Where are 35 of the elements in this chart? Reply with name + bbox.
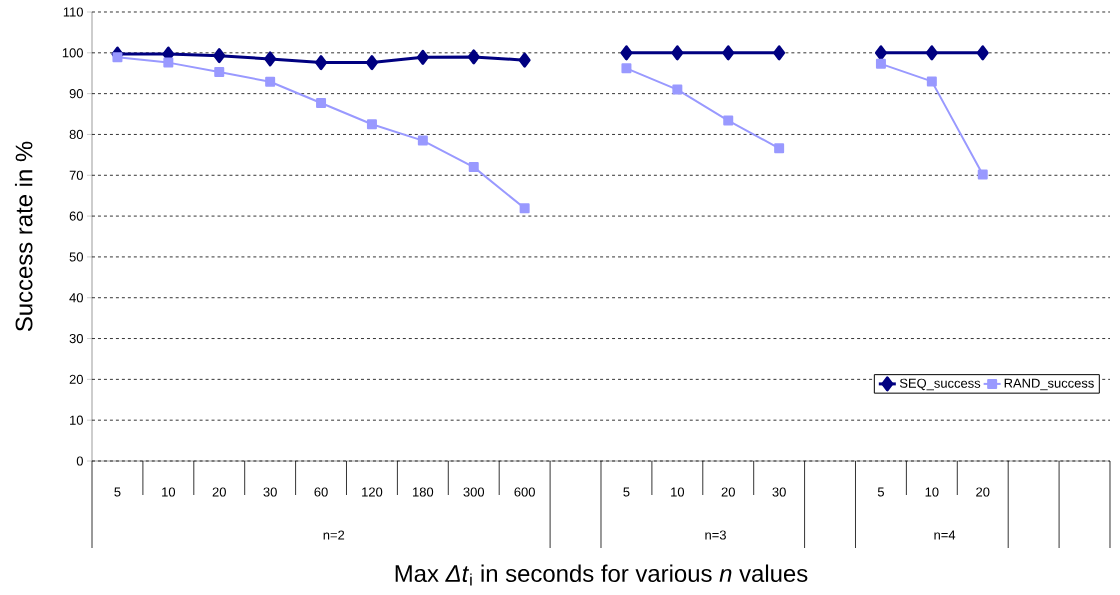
x-tick-label: 5 <box>114 487 121 497</box>
y-tick-label: 90 <box>69 89 83 99</box>
x-tick-label: 180 <box>413 487 434 497</box>
text: n=2 <box>323 530 345 540</box>
x-tick-label: 10 <box>671 487 685 497</box>
y-tick-label: 80 <box>69 129 83 140</box>
x-tick-label: 5 <box>877 487 884 497</box>
x-tick-label: 20 <box>721 487 735 497</box>
x-tick-label: 10 <box>925 487 939 497</box>
y-tick-label: 10 <box>70 415 83 425</box>
x-tick-label: 10 <box>162 487 176 497</box>
y-tick-label: 110 <box>63 7 83 17</box>
y-tick-label: 30 <box>69 333 83 344</box>
y-tick-label: 20 <box>69 374 83 384</box>
text: n=3 <box>705 530 726 540</box>
y-tick-label: 50 <box>69 252 83 262</box>
y-axis-title: Success rate in % <box>14 141 33 332</box>
x-tick-label: 5 <box>623 487 630 497</box>
x-tick-label: 30 <box>263 487 277 497</box>
x-tick-label: 30 <box>772 487 786 497</box>
y-tick-label: 60 <box>69 211 83 221</box>
text: n=4 <box>934 530 956 540</box>
x-tick-label: 300 <box>463 487 485 497</box>
y-tick-label: 0 <box>76 456 83 466</box>
x-tick-label: 120 <box>362 487 383 497</box>
x-tick-label: 20 <box>976 487 990 497</box>
legend-label: SEQ_success <box>899 378 981 391</box>
x-tick-label: 600 <box>514 487 535 497</box>
y-tick-label: 40 <box>69 293 83 303</box>
x-tick-label: 20 <box>212 487 226 497</box>
y-tick-label: 100 <box>62 48 83 58</box>
x-axis-title: Max Δt$_{i}$ in seconds for various n values <box>395 564 808 586</box>
x-tick-label: 60 <box>314 487 328 497</box>
y-tick-label: 70 <box>69 170 83 180</box>
legend-label: RAND_success <box>1004 378 1094 391</box>
